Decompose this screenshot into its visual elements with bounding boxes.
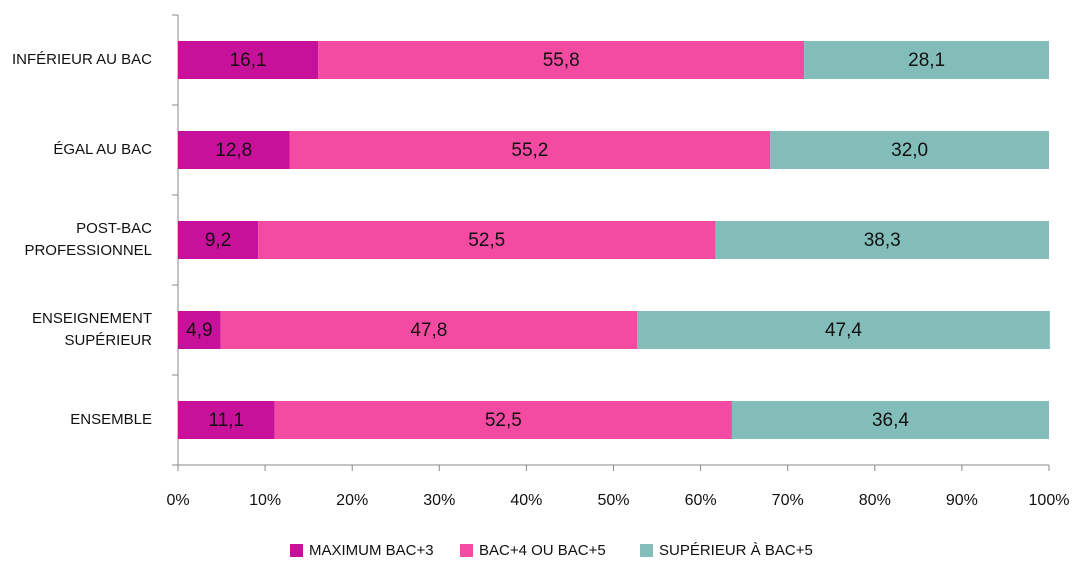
y-tick-label: POST-BAC PROFESSIONNEL bbox=[24, 220, 152, 259]
bar-segment bbox=[804, 41, 1049, 79]
bar-segment bbox=[178, 41, 319, 79]
legend-swatch bbox=[460, 544, 473, 557]
x-tick-label: 30% bbox=[423, 492, 455, 509]
x-tick-label: 10% bbox=[249, 492, 281, 509]
data-label: 11,1 bbox=[209, 410, 245, 431]
bar-segment bbox=[715, 221, 1049, 259]
y-tick-label: ENSEMBLE bbox=[70, 411, 152, 428]
x-tick-label: 90% bbox=[946, 492, 978, 509]
data-label: 16,1 bbox=[230, 50, 267, 71]
bar-segment bbox=[318, 41, 805, 79]
bar-segment bbox=[637, 311, 1050, 349]
data-label: 52,5 bbox=[468, 230, 505, 251]
data-label: 55,2 bbox=[511, 140, 548, 161]
data-label: 28,1 bbox=[908, 50, 945, 71]
bar-segment bbox=[178, 401, 275, 439]
data-label: 4,9 bbox=[186, 320, 212, 341]
bar-segment bbox=[178, 131, 290, 169]
bar-segment bbox=[274, 401, 732, 439]
data-label: 47,4 bbox=[825, 320, 862, 341]
x-tick-label: 50% bbox=[597, 492, 629, 509]
y-tick-label: ÉGAL AU BAC bbox=[53, 141, 152, 158]
bar-segment bbox=[731, 401, 1049, 439]
data-label: 47,8 bbox=[410, 320, 447, 341]
y-tick-label: INFÉRIEUR AU BAC bbox=[11, 51, 152, 68]
y-tick-label: ENSEIGNEMENT SUPÉRIEUR bbox=[31, 310, 152, 349]
x-tick-label: 80% bbox=[859, 492, 891, 509]
legend-swatch bbox=[640, 544, 653, 557]
x-tick-label: 0% bbox=[166, 492, 189, 509]
x-tick-label: 40% bbox=[510, 492, 542, 509]
bar-segment bbox=[220, 311, 638, 349]
data-label: 55,8 bbox=[543, 50, 580, 71]
x-tick-label: 20% bbox=[336, 492, 368, 509]
x-tick-label: 60% bbox=[685, 492, 717, 509]
bar-segment bbox=[178, 311, 221, 349]
data-label: 36,4 bbox=[872, 410, 909, 431]
bar-segment bbox=[178, 221, 259, 259]
data-label: 38,3 bbox=[864, 230, 901, 251]
legend-label: BAC+4 OU BAC+5 bbox=[479, 542, 606, 559]
legend-swatch bbox=[290, 544, 303, 557]
legend-label: SUPÉRIEUR À BAC+5 bbox=[659, 542, 813, 559]
legend-label: MAXIMUM BAC+3 bbox=[309, 542, 434, 559]
bar-segment bbox=[770, 131, 1049, 169]
data-label: 52,5 bbox=[485, 410, 522, 431]
x-tick-label: 100% bbox=[1029, 492, 1070, 509]
bar-segment bbox=[289, 131, 771, 169]
data-label: 32,0 bbox=[891, 140, 928, 161]
data-label: 12,8 bbox=[215, 140, 252, 161]
bar-segment bbox=[258, 221, 716, 259]
x-tick-label: 70% bbox=[772, 492, 804, 509]
data-label: 9,2 bbox=[205, 230, 231, 251]
